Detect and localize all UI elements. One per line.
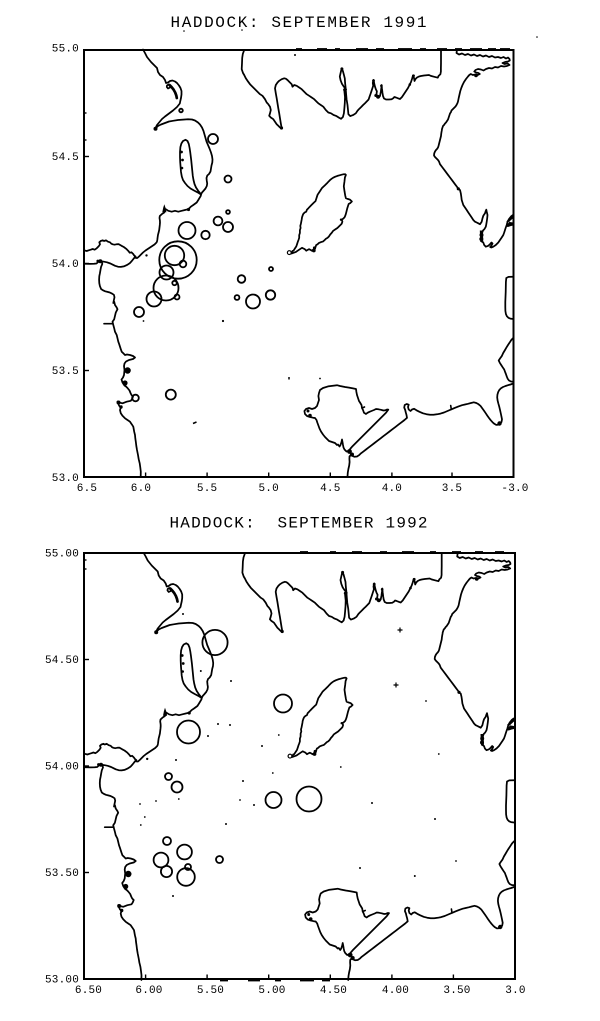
svg-text:54.50: 54.50 [45, 655, 79, 667]
svg-text:5.00: 5.00 [258, 985, 285, 997]
svg-text:54.0: 54.0 [52, 259, 79, 271]
svg-text:-3.0: -3.0 [501, 483, 528, 495]
svg-text:4.0: 4.0 [382, 483, 402, 495]
svg-text:5.50: 5.50 [197, 985, 224, 997]
svg-text:HADDOCK: SEPTEMBER 1991: HADDOCK: SEPTEMBER 1991 [171, 14, 429, 32]
svg-text:53.00: 53.00 [45, 975, 79, 987]
svg-text:3.50: 3.50 [443, 985, 470, 997]
svg-text:53.5: 53.5 [52, 366, 79, 378]
svg-text:4.00: 4.00 [382, 985, 409, 997]
svg-text:54.00: 54.00 [45, 762, 79, 774]
svg-text:54.5: 54.5 [52, 152, 79, 164]
svg-text:6.0: 6.0 [131, 483, 151, 495]
svg-text:4.50: 4.50 [320, 985, 347, 997]
svg-text:6.50: 6.50 [75, 985, 102, 997]
svg-text:4.5: 4.5 [320, 483, 340, 495]
svg-text:6.00: 6.00 [135, 985, 162, 997]
svg-text:HADDOCK: SEPTEMBER 1992: HADDOCK: SEPTEMBER 1992 [170, 515, 429, 533]
svg-text:5.5: 5.5 [197, 483, 217, 495]
svg-text:55.0: 55.0 [52, 44, 79, 56]
svg-text:6.5: 6.5 [77, 483, 97, 495]
svg-text:5.0: 5.0 [258, 483, 278, 495]
svg-text:53.0: 53.0 [52, 473, 79, 485]
svg-text:53.50: 53.50 [45, 868, 79, 880]
svg-text:55.00: 55.00 [45, 549, 79, 561]
svg-text:3.0: 3.0 [505, 985, 525, 997]
svg-text:3.5: 3.5 [442, 483, 462, 495]
